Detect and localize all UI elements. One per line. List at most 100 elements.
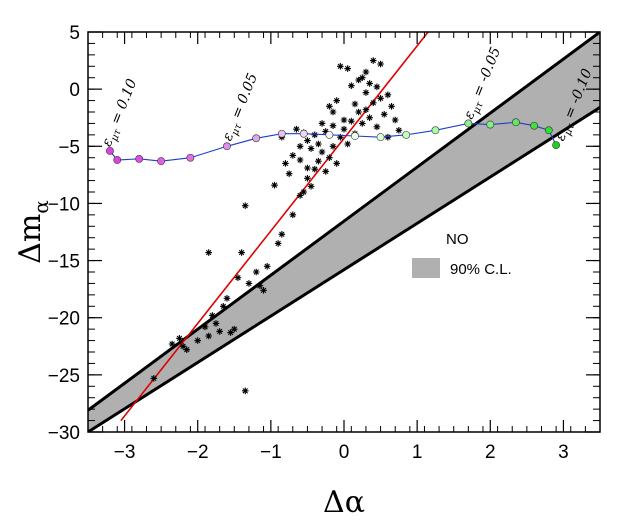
scatter-point [168, 340, 176, 348]
scatter-point [377, 94, 384, 102]
scatter-point [395, 126, 403, 134]
scatter-point [355, 108, 362, 116]
curve-point [252, 134, 261, 143]
curve-point [431, 126, 440, 135]
scatter-point [355, 76, 362, 84]
legend-label: 90% C.L. [450, 261, 512, 278]
x-tick-label: −2 [187, 442, 209, 463]
scatter-point [369, 99, 377, 107]
confidence-band-layer [88, 32, 600, 432]
fit-line [120, 32, 429, 422]
scatter-point [337, 62, 344, 70]
scatter-point [216, 328, 223, 335]
scatter-point [373, 83, 381, 91]
band-upper-edge [88, 32, 600, 412]
curve-point [106, 146, 114, 155]
scatter-point [307, 145, 315, 152]
scatter-point [380, 110, 388, 118]
curve-point [486, 120, 495, 129]
scatter-point [304, 164, 311, 172]
scatter-point [307, 182, 315, 190]
scatter-point [373, 123, 381, 131]
scatter-point [340, 125, 348, 133]
curve-point [351, 132, 359, 140]
scatter-point [351, 100, 359, 108]
scatter-point [362, 68, 370, 76]
epsilon-subscript: μτ [230, 122, 245, 138]
x-tick-label: 3 [558, 442, 569, 463]
curve-point [277, 129, 286, 138]
scatter-point [340, 116, 348, 124]
scatter-point [194, 337, 202, 344]
scatter-point [238, 249, 245, 256]
scatter-point [150, 374, 158, 382]
scatter-point [227, 329, 234, 336]
scatter-point [209, 312, 216, 319]
scatter-point [377, 60, 384, 68]
scatter-point [369, 57, 377, 64]
curve-point [113, 156, 122, 164]
scatter-point [289, 211, 297, 219]
scatter-point [384, 133, 392, 141]
scatter-point [311, 165, 319, 173]
x-tick-label: 1 [412, 442, 423, 463]
scatter-point [245, 280, 253, 287]
y-tick-label: −15 [48, 252, 80, 273]
scatter-point [223, 294, 231, 302]
epsilon-subscript: μτ [471, 100, 486, 116]
y-tick-label: −30 [48, 423, 80, 444]
scatter-point [322, 168, 330, 175]
x-tick-label: −3 [114, 442, 136, 463]
epsilon-subscript: μτ [563, 122, 578, 138]
scatter-point [205, 249, 212, 256]
scatter-point [315, 140, 322, 148]
scatter-point [315, 157, 322, 165]
y-tick-label: −5 [58, 137, 80, 158]
scatter-layer [150, 57, 403, 395]
scatter-point [289, 152, 297, 159]
svg-text:Δα: Δα [323, 485, 365, 520]
y-axis-title: Δmα [13, 200, 53, 264]
scatter-point [311, 131, 319, 139]
x-tick-label: 0 [339, 442, 350, 463]
curve-point [223, 142, 231, 151]
curve-point [135, 154, 144, 163]
scatter-point [384, 91, 392, 99]
scatter-point [322, 128, 330, 135]
scatter-point [201, 323, 209, 331]
y-tick-label: 0 [69, 80, 80, 101]
scatter-point [333, 160, 340, 167]
scatter-point [296, 142, 304, 150]
scatter-point [304, 137, 311, 144]
scatter-point [252, 268, 260, 276]
epsilon-subscript: μτ [109, 127, 124, 143]
scatter-point [318, 148, 326, 156]
scatter-point [362, 89, 370, 96]
legend-swatch [412, 258, 440, 278]
curve-layer [106, 118, 561, 166]
curve-point [186, 153, 195, 162]
scatter-point [391, 116, 399, 124]
scatter-point [344, 65, 351, 72]
tick-layer: −3 −2 −1 0 1 2 350−5−10−15−20−25−30 [48, 23, 601, 463]
y-tick-label: −10 [48, 194, 80, 215]
curve-point [299, 129, 308, 138]
curve-point [402, 130, 411, 139]
curve-point [530, 121, 539, 130]
scatter-point [212, 320, 220, 327]
scatter-point [220, 302, 227, 310]
scatter-point [260, 286, 267, 294]
scatter-point [388, 102, 395, 110]
scatter-point [366, 80, 373, 87]
x-tick-label: −1 [260, 442, 282, 463]
scatter-point [348, 82, 355, 90]
y-tick-label: −25 [48, 366, 80, 387]
scatter-point [326, 102, 333, 110]
scatter-point [176, 334, 183, 342]
scatter-point [366, 114, 373, 122]
scatter-point [234, 274, 242, 282]
scatter-point [304, 174, 311, 182]
scatter-point [348, 117, 355, 125]
scatter-point [326, 154, 333, 162]
